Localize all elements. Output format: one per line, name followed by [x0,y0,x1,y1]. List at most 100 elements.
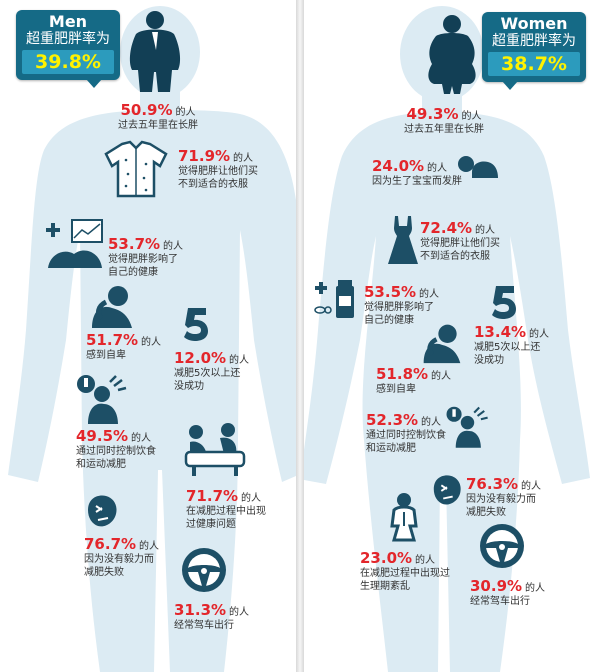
stat-percent: 52.3% [366,411,419,429]
medical-chart-icon [46,219,103,268]
stat-description: 经常驾车出行 [174,620,234,631]
women-stat-no-willpower: 76.3% 的人 因为没有毅力而 减肥失败 [466,474,541,519]
steering-wheel-icon [480,524,524,568]
stat-percent: 31.3% [174,601,227,619]
obese-woman-icon [428,15,476,94]
stat-suffix: 的人 [461,111,482,122]
stat-description-line1: 在减肥过程中出现过 [360,568,450,579]
men-stat-diet-exercise: 49.5% 的人 通过同时控制饮食 和运动减肥 [76,426,156,471]
seated-woman-icon [390,493,418,542]
men-stat-no-willpower: 76.7% 的人 因为没有毅力而 减肥失败 [84,534,159,579]
women-stat-menstrual: 23.0% 的人 在减肥过程中出现过 生理期紊乱 [360,548,450,593]
stat-percent: 76.7% [84,535,137,553]
men-stat-health-problems: 71.7% 的人 在减肥过程中出现 过健康问题 [186,486,266,531]
stat-percent: 76.3% [466,475,519,493]
stat-description-line2: 和运动减肥 [76,459,126,470]
stat-suffix: 的人 [475,225,496,236]
stat-description-line1: 因为没有毅力而 [466,494,536,505]
sad-person-icon [92,286,132,328]
stat-suffix: 的人 [131,433,152,444]
stat-description-line1: 觉得肥胖让他们买 [178,166,258,177]
stat-suffix: 的人 [141,337,162,348]
baby-icon [458,156,498,178]
stat-percent: 13.4% [474,323,527,341]
women-stat-driving: 30.9% 的人 经常驾车出行 [470,576,545,608]
stat-description-line1: 觉得肥胖影响了 [364,302,434,313]
women-stat-diet-exercise: 52.3% 的人 通过同时控制饮食 和运动减肥 [366,410,446,455]
women-title: Women [500,14,568,33]
sad-person-icon [423,324,461,364]
frustrated-face-icon [433,475,461,505]
stat-description-line2: 不到适合的衣服 [420,251,490,262]
stat-suffix: 的人 [529,329,550,340]
stat-percent: 12.0% [174,349,227,367]
women-subtitle: 超重肥胖率为 [492,33,576,49]
women-stat-inferiority: 51.8% 的人 感到自卑 [376,364,451,396]
stat-description: 感到自卑 [86,350,126,361]
steering-wheel-icon [182,548,226,592]
stat-description-line2: 自己的健康 [108,267,158,278]
stat-suffix: 的人 [427,163,448,174]
stat-description-line2: 不到适合的衣服 [178,179,248,190]
stat-description-line1: 在减肥过程中出现 [186,506,266,517]
shirt-icon [104,140,168,198]
women-stat-baby: 24.0% 的人 因为生了宝宝而发胖 [372,156,462,188]
men-stat-driving: 31.3% 的人 经常驾车出行 [174,600,249,632]
stat-description: 因为生了宝宝而发胖 [372,176,462,187]
stat-description-line2: 没成功 [174,381,204,392]
medicine-icon [314,280,354,318]
men-stat-five-attempts: 12.0% 的人 减肥5次以上还 没成功 [174,348,249,393]
stat-percent: 24.0% [372,157,425,175]
stat-description-line2: 减肥失败 [466,507,506,518]
dress-icon [388,216,418,264]
stat-description-line1: 减肥5次以上还 [174,368,241,379]
women-stat-clothes: 72.4% 的人 觉得肥胖让他们买 不到适合的衣服 [420,218,500,263]
stat-suffix: 的人 [229,607,250,618]
stat-description-line1: 通过同时控制饮食 [76,446,156,457]
stat-percent: 51.7% [86,331,139,349]
stat-suffix: 的人 [525,583,546,594]
stat-suffix: 的人 [431,371,452,382]
stat-percent: 49.3% [406,105,459,123]
stat-description: 经常驾车出行 [470,596,530,607]
stat-description-line1: 因为没有毅力而 [84,554,154,565]
stat-suffix: 的人 [421,417,442,428]
stat-suffix: 的人 [521,481,542,492]
stat-percent: 53.5% [364,283,417,301]
stat-description-line1: 觉得肥胖让他们买 [420,238,500,249]
frustrated-face-icon [88,495,117,527]
stat-description-line2: 自己的健康 [364,315,414,326]
men-stat-health: 53.7% 的人 觉得肥胖影响了 自己的健康 [108,234,183,279]
men-stat-clothes: 71.9% 的人 觉得肥胖让他们买 不到适合的衣服 [178,146,258,191]
men-stat-inferiority: 51.7% 的人 感到自卑 [86,330,161,362]
stat-percent: 50.9% [120,101,173,119]
men-stat-weight-gain: 50.9% 的人 过去五年里在长胖 [118,100,198,132]
stat-suffix: 的人 [415,555,436,566]
stat-percent: 51.8% [376,365,429,383]
men-badge: Men 超重肥胖率为 39.8% [16,10,120,88]
stat-percent: 23.0% [360,549,413,567]
women-stat-weight-gain: 49.3% 的人 过去五年里在长胖 [404,104,484,136]
stat-description: 过去五年里在长胖 [404,124,484,135]
number-five-icon [492,286,516,319]
men-panel [0,0,296,672]
women-stat-health: 53.5% 的人 觉得肥胖影响了 自己的健康 [364,282,439,327]
stat-percent: 30.9% [470,577,523,595]
stat-description-line1: 通过同时控制饮食 [366,430,446,441]
stat-description: 感到自卑 [376,384,416,395]
stat-percent: 72.4% [420,219,473,237]
men-title: Men [48,12,88,31]
men-rate: 39.8% [22,50,114,74]
stat-description-line2: 生理期紊乱 [360,581,410,592]
doctor-patient-icon [184,423,246,476]
stat-suffix: 的人 [241,493,262,504]
stat-description-line1: 觉得肥胖影响了 [108,254,178,265]
women-stat-five-attempts: 13.4% 的人 减肥5次以上还 没成功 [474,322,549,367]
stat-description-line1: 减肥5次以上还 [474,342,541,353]
number-five-icon [184,308,208,341]
stat-description-line2: 和运动减肥 [366,443,416,454]
women-badge: Women 超重肥胖率为 38.7% [482,12,586,90]
stat-description: 过去五年里在长胖 [118,120,198,131]
stat-percent: 53.7% [108,235,161,253]
stat-description-line2: 减肥失败 [84,567,124,578]
